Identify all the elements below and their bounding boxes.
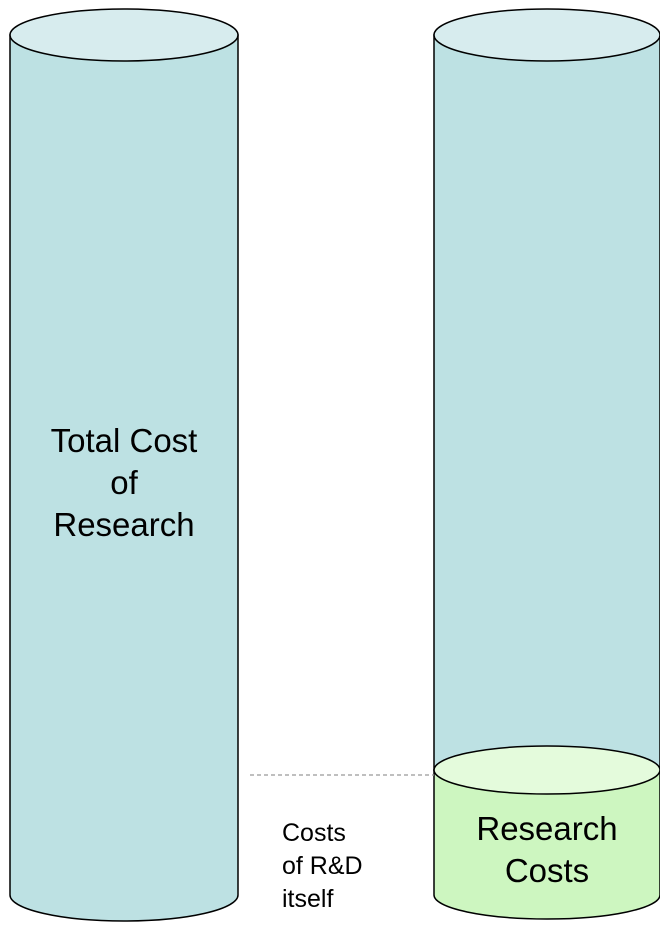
research-costs-segment-top	[433, 745, 660, 795]
rd-costs-annotation-line-3: itself	[282, 885, 334, 913]
comparison-cylinder	[433, 8, 660, 795]
research-costs-label-line-2: Costs	[504, 852, 590, 889]
total-cost-cylinder-body	[9, 34, 239, 922]
research-costs-segment-body	[433, 769, 660, 920]
rd-costs-annotation: Costs of R&D itself	[282, 817, 363, 916]
comparison-cylinder-top	[433, 8, 660, 62]
total-cost-label-line-1: Total Cost	[50, 422, 198, 459]
total-cost-label: Total Cost of Research	[0, 420, 248, 546]
rd-costs-annotation-line-1: Costs	[282, 819, 346, 847]
research-costs-label: Research Costs	[434, 808, 660, 892]
research-costs-label-line-1: Research	[476, 810, 618, 847]
rd-costs-annotation-line-2: of R&D	[282, 852, 363, 880]
total-cost-cylinder	[9, 8, 239, 922]
research-costs-segment	[433, 745, 660, 920]
total-cost-cylinder-top	[9, 8, 239, 62]
total-cost-label-line-2: of	[110, 464, 138, 501]
comparison-cylinder-body	[433, 34, 660, 795]
total-cost-label-line-3: Research	[53, 506, 195, 543]
